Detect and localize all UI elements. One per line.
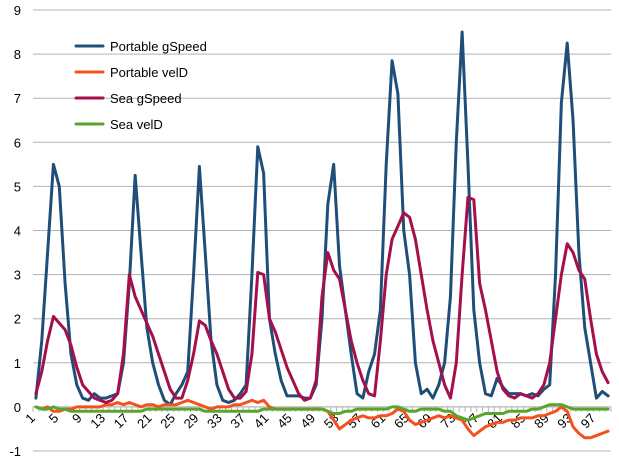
y-tick-label: -1 [9, 444, 21, 459]
legend: Portable gSpeed Portable velD Sea gSpeed Se… [74, 39, 207, 132]
legend-label: Sea velD [110, 117, 163, 132]
y-tick-label: 7 [14, 91, 21, 106]
legend-label: Sea gSpeed [110, 91, 182, 106]
x-tick-label: 29 [181, 410, 202, 431]
series-line-sea-gspeed [34, 195, 610, 404]
x-tick-label: 97 [578, 410, 599, 431]
series-line-sea-veld [34, 403, 610, 422]
x-tick-label: 25 [157, 410, 178, 431]
y-tick-label: 1 [14, 356, 21, 371]
y-tick-label: 6 [14, 135, 21, 150]
series-line-portable-gspeed [34, 30, 610, 407]
y-tick-label: 3 [14, 268, 21, 283]
y-tick-label: 8 [14, 47, 21, 62]
x-tick-label: 45 [274, 410, 295, 431]
y-tick-label: 0 [14, 400, 21, 415]
y-tick-label: 2 [14, 312, 21, 327]
x-tick-label: 21 [134, 410, 155, 431]
x-tick-label: 33 [204, 410, 225, 431]
x-tick-label: 57 [344, 410, 365, 431]
legend-label: Portable velD [110, 65, 188, 80]
x-tick-label: 1 [22, 410, 38, 426]
x-tick-label: 17 [111, 410, 132, 431]
x-tick-label: 49 [297, 410, 318, 431]
x-tick-label: 61 [368, 410, 389, 431]
y-tick-label: 9 [14, 3, 21, 18]
y-tick-label: 5 [14, 179, 21, 194]
x-tick-label: 13 [87, 410, 108, 431]
series-group [34, 30, 610, 440]
x-tick-label: 41 [251, 410, 272, 431]
legend-label: Portable gSpeed [110, 39, 207, 54]
x-tick-label: 37 [227, 410, 248, 431]
y-tick-label: 4 [14, 224, 21, 239]
